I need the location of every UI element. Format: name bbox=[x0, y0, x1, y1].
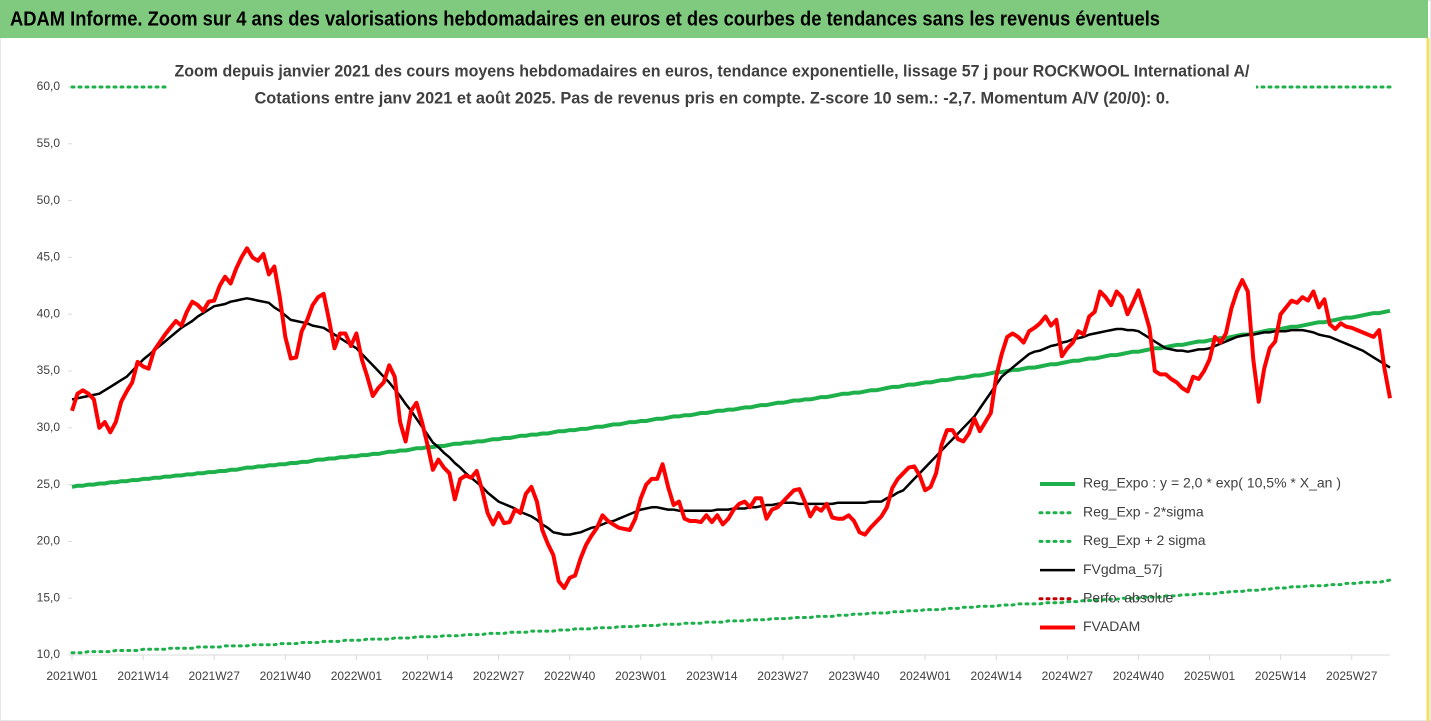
legend-label: Perfo. absolue bbox=[1083, 590, 1173, 606]
y-tick-label: 50,0 bbox=[37, 193, 61, 207]
x-tick-label: 2024W27 bbox=[1042, 669, 1094, 683]
title-box bbox=[168, 55, 1256, 113]
x-tick-label: 2025W14 bbox=[1255, 669, 1307, 683]
y-tick-label: 25,0 bbox=[37, 477, 61, 491]
y-tick-label: 40,0 bbox=[37, 306, 61, 320]
x-tick-label: 2023W40 bbox=[828, 669, 880, 683]
legend-label: FVgdma_57j bbox=[1083, 561, 1162, 577]
x-tick-label: 2021W27 bbox=[189, 669, 241, 683]
x-tick-label: 2025W27 bbox=[1326, 669, 1378, 683]
legend-label: Reg_Expo : y = 2,0 * exp( 10,5% * X_an ) bbox=[1083, 475, 1341, 491]
legend: Reg_Expo : y = 2,0 * exp( 10,5% * X_an )… bbox=[1038, 475, 1341, 634]
x-tick-label: 2022W40 bbox=[544, 669, 596, 683]
series-line bbox=[70, 246, 1392, 590]
legend-label: Reg_Exp - 2*sigma bbox=[1083, 503, 1204, 519]
x-tick-label: 2023W27 bbox=[757, 669, 809, 683]
x-tick-label: 2024W14 bbox=[971, 669, 1023, 683]
series-line bbox=[71, 308, 1391, 489]
header-bar bbox=[0, 0, 1428, 38]
x-tick-label: 2024W01 bbox=[899, 669, 951, 683]
y-tick-label: 45,0 bbox=[37, 250, 61, 264]
chart-subtitle: Cotations entre janv 2021 et août 2025. … bbox=[255, 88, 1170, 107]
y-tick-label: 20,0 bbox=[37, 534, 61, 548]
x-tick-label: 2025W01 bbox=[1184, 669, 1236, 683]
x-tick-label: 2021W40 bbox=[260, 669, 312, 683]
x-tick-label: 2022W01 bbox=[331, 669, 383, 683]
x-tick-label: 2023W14 bbox=[686, 669, 738, 683]
chart-title: Zoom depuis janvier 2021 des cours moyen… bbox=[175, 61, 1250, 80]
y-tick-label: 30,0 bbox=[37, 420, 61, 434]
x-tick-label: 2024W40 bbox=[1113, 669, 1165, 683]
x-tick-label: 2022W14 bbox=[402, 669, 454, 683]
y-tick-label: 15,0 bbox=[37, 590, 61, 604]
y-tick-label: 10,0 bbox=[37, 647, 61, 661]
x-tick-label: 2023W01 bbox=[615, 669, 667, 683]
legend-label: Reg_Exp + 2 sigma bbox=[1083, 532, 1206, 548]
x-tick-label: 2022W27 bbox=[473, 669, 525, 683]
x-tick-label: 2021W14 bbox=[117, 669, 169, 683]
x-tick-label: 2021W01 bbox=[46, 669, 98, 683]
legend-label: FVADAM bbox=[1083, 618, 1140, 634]
y-tick-label: 60,0 bbox=[37, 79, 61, 93]
y-tick-label: 55,0 bbox=[37, 136, 61, 150]
y-tick-label: 35,0 bbox=[37, 363, 61, 377]
page-title: ADAM Informe. Zoom sur 4 ans des valoris… bbox=[10, 8, 1160, 30]
series-line bbox=[71, 297, 1391, 536]
